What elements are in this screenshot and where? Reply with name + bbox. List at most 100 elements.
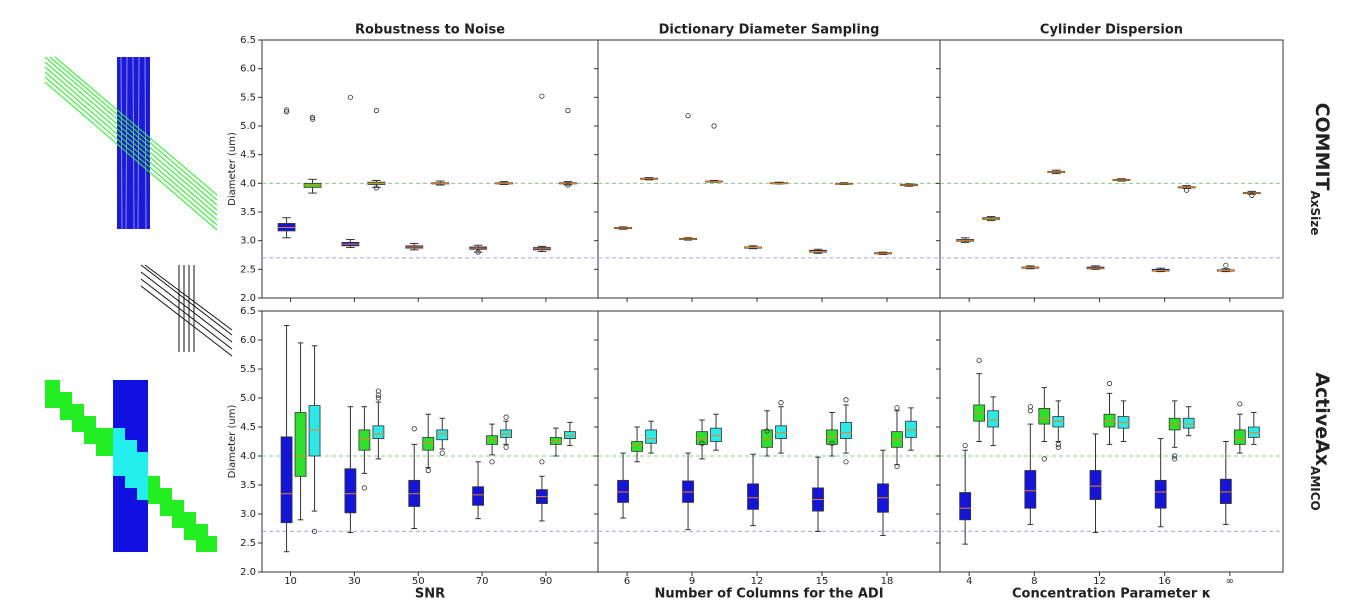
row-label-main: COMMIT	[1312, 103, 1334, 191]
box	[344, 468, 357, 514]
panel-frame	[597, 39, 941, 299]
y-tick-label: 4.5	[240, 150, 256, 161]
outlier	[311, 528, 318, 535]
y-tick-label: 5.5	[240, 364, 256, 375]
outlier	[843, 459, 849, 465]
x-tick-label: 12	[1093, 576, 1106, 587]
box	[1089, 470, 1102, 500]
box	[1038, 408, 1051, 425]
outlier	[843, 397, 849, 403]
outlier	[962, 442, 968, 449]
x-tick-label: 30	[348, 576, 361, 587]
y-tick-label: 2.0	[240, 293, 256, 304]
panel-frame	[261, 39, 599, 299]
x-tick-label: 10	[284, 576, 297, 587]
y-tick-label: 2.5	[240, 264, 256, 275]
outlier	[347, 94, 353, 100]
box	[617, 479, 629, 503]
box	[959, 492, 972, 521]
outlier	[373, 185, 379, 191]
outlier	[1055, 441, 1061, 447]
x-tick-label: ∞	[1226, 576, 1234, 587]
outlier	[1223, 262, 1229, 268]
y-tick-label: 6.0	[240, 64, 256, 75]
y-tick-label: 4.0	[240, 451, 256, 462]
box	[550, 437, 562, 445]
outlier	[764, 428, 770, 434]
outlier	[976, 357, 982, 363]
pixel-crossing	[113, 428, 148, 500]
outlier	[894, 405, 900, 411]
panel-title: Cylinder Dispersion	[1040, 23, 1183, 38]
outlier	[283, 107, 290, 113]
box	[1219, 478, 1232, 504]
y-tick-label: 5.5	[240, 92, 256, 103]
box	[1247, 426, 1260, 438]
x-axis-label: Number of Columns for the ADI	[654, 587, 883, 602]
outlier	[539, 459, 545, 465]
outlier	[475, 249, 481, 255]
outlier	[711, 123, 717, 129]
outlier	[539, 93, 545, 99]
box	[422, 437, 435, 451]
y-tick-label: 4.5	[240, 422, 256, 433]
y-tick-label: 2.5	[240, 538, 256, 549]
box	[747, 483, 759, 510]
box	[696, 431, 708, 445]
box	[308, 405, 321, 457]
box	[631, 441, 643, 452]
y-tick-label: 6.0	[240, 335, 256, 346]
box	[1154, 479, 1167, 509]
box	[987, 410, 1000, 428]
box	[710, 427, 722, 442]
outlier	[489, 459, 495, 465]
y-axis-label: Diameter (um)	[227, 405, 238, 479]
row-label: ActiveAxAMICO	[1309, 372, 1334, 511]
outlier	[1041, 456, 1047, 462]
x-tick-label: 50	[412, 576, 425, 587]
crossing-lines	[44, 56, 218, 231]
panel-frame	[939, 39, 1284, 299]
outlier	[1055, 444, 1061, 450]
x-tick-label: 8	[1031, 576, 1037, 587]
outlier	[425, 467, 431, 474]
outlier	[565, 107, 571, 114]
y-tick-label: 3.0	[240, 509, 256, 520]
box	[436, 429, 449, 441]
outlier	[373, 107, 379, 114]
outlier	[283, 109, 290, 115]
box	[564, 431, 576, 440]
outlier	[503, 414, 509, 420]
outlier	[565, 182, 571, 188]
y-tick-label: 6.5	[240, 35, 256, 46]
outlier	[309, 116, 316, 122]
outlier	[309, 114, 316, 121]
outlier	[778, 400, 784, 406]
y-tick-label: 3.5	[240, 480, 256, 491]
box	[372, 425, 385, 439]
x-tick-label: 6	[624, 576, 630, 587]
x-tick-label: 9	[689, 576, 695, 587]
outlier	[894, 463, 900, 470]
outlier	[1237, 401, 1243, 407]
outlier	[1249, 192, 1255, 198]
y-tick-label: 5.0	[240, 393, 256, 404]
outlier	[375, 395, 381, 401]
box	[472, 486, 484, 506]
row-label-sub: AMICO	[1309, 466, 1323, 511]
box	[840, 421, 852, 439]
outlier	[829, 440, 835, 446]
y-tick-label: 2.0	[240, 567, 256, 578]
panel-title: Robustness to Noise	[355, 23, 505, 38]
panel-frame	[939, 310, 1284, 573]
outlier	[1184, 187, 1190, 193]
x-axis-label: Concentration Parameter κ	[1012, 587, 1211, 602]
box	[1182, 417, 1195, 429]
box	[973, 404, 986, 422]
x-tick-label: 12	[751, 576, 764, 587]
box	[1052, 416, 1065, 428]
box	[1103, 413, 1116, 428]
y-tick-label: 3.0	[240, 236, 256, 247]
